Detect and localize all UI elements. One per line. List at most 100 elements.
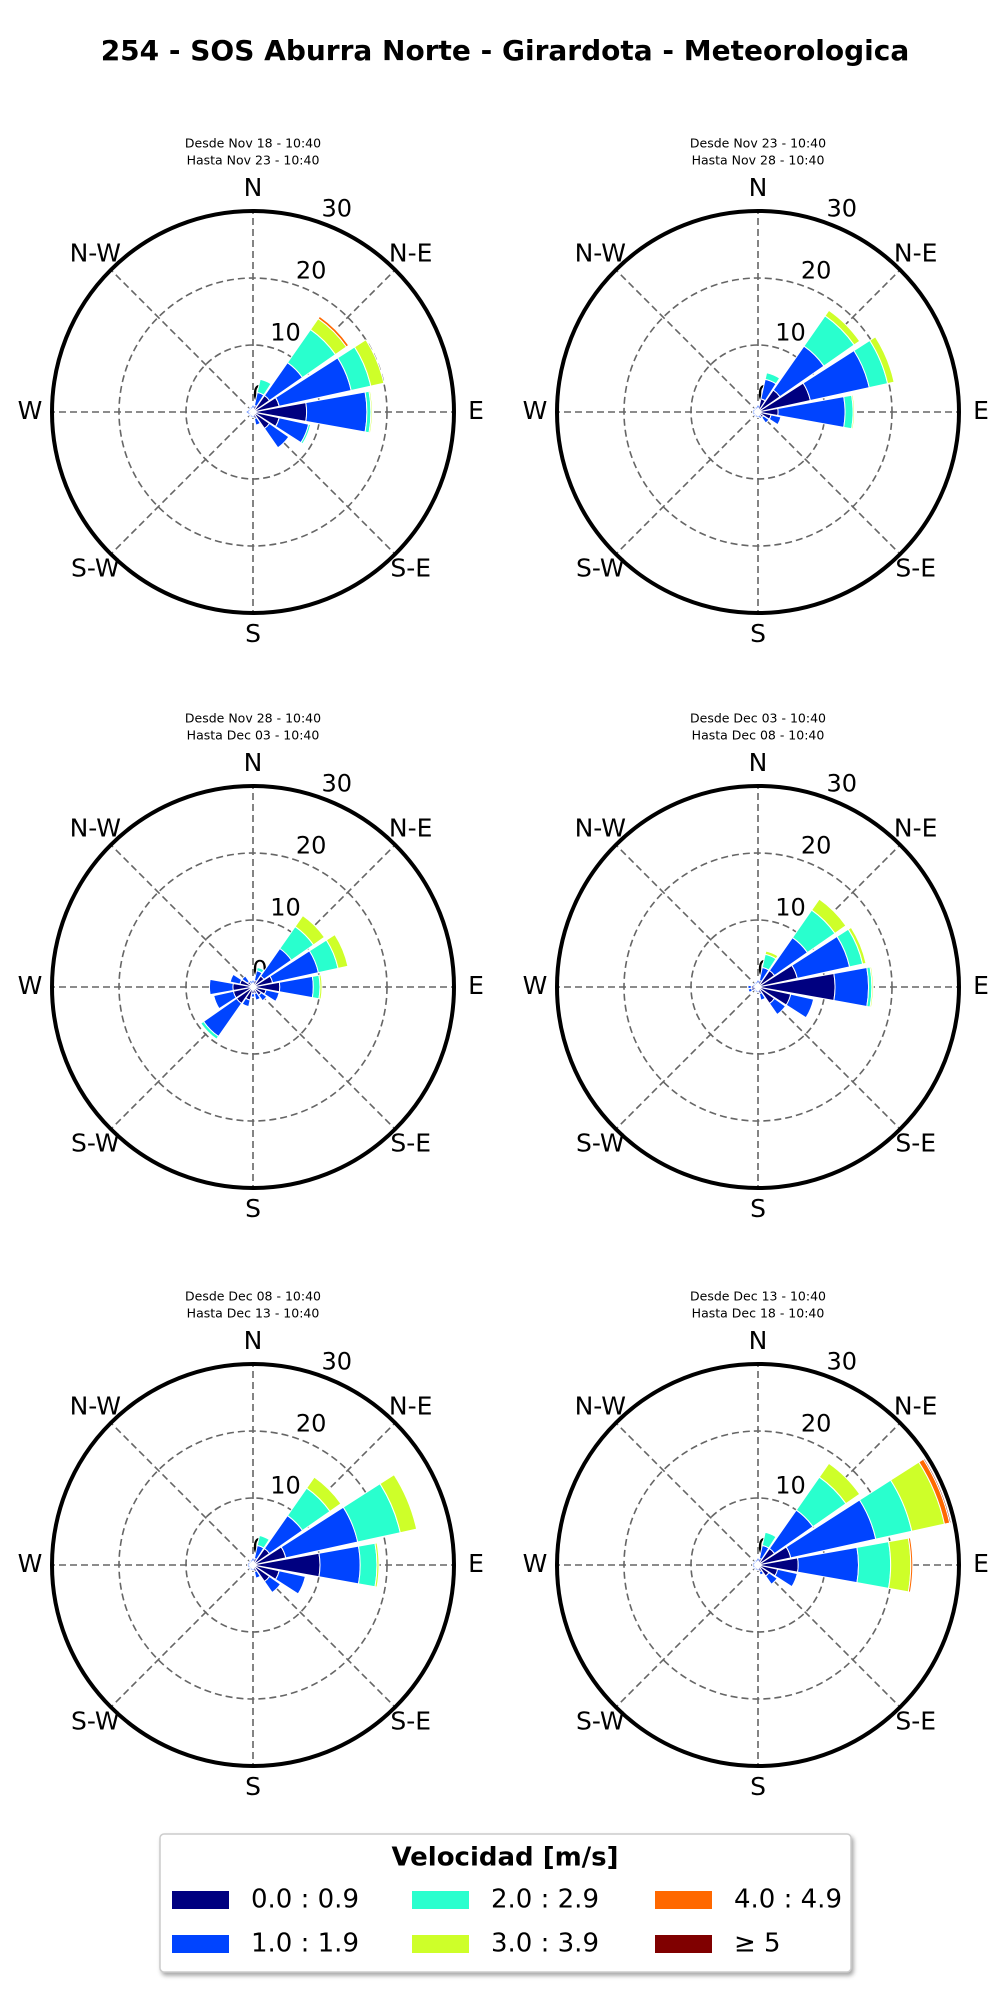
direction-label: N-E: [389, 1391, 433, 1420]
polar-frame: [50, 209, 456, 615]
ring-grid-line: [118, 277, 388, 547]
r-tick-label: 10: [270, 893, 301, 921]
legend-title: Velocidad [m/s]: [391, 1843, 618, 1873]
direction-label: E: [468, 396, 484, 425]
r-tick-label: 10: [775, 1471, 806, 1499]
direction-label: S-W: [71, 1707, 120, 1736]
direction-label: N-E: [389, 813, 433, 842]
subplot-subtitle: Hasta Dec 08 - 10:40: [692, 728, 825, 743]
wind-bar: [317, 315, 350, 348]
wind-bar: [758, 1569, 765, 1576]
subplot-subtitle: Hasta Nov 23 - 10:40: [187, 153, 320, 168]
direction-label: S-W: [576, 1129, 625, 1158]
polar-frame: [50, 1362, 456, 1768]
direction-label: N-E: [894, 813, 938, 842]
radial-grid-line: [615, 269, 759, 413]
wind-bar: [888, 1537, 912, 1593]
wind-bar: [305, 1476, 342, 1513]
wind-bar: [754, 981, 758, 985]
direction-label: N-E: [894, 1391, 938, 1420]
wind-bar: [764, 950, 779, 960]
r-tick-label: 30: [322, 1348, 353, 1376]
direction-label: N-W: [70, 238, 121, 267]
wind-bar: [785, 993, 815, 1019]
legend-label: 3.0 : 3.9: [491, 1929, 599, 1959]
direction-label: W: [18, 971, 43, 1000]
wind-bar: [263, 422, 290, 449]
direction-label: S: [750, 619, 766, 648]
direction-label: E: [468, 971, 484, 1000]
legend-label: 4.0 : 4.9: [734, 1885, 842, 1915]
direction-label: S-W: [576, 1707, 625, 1736]
wind-bar: [758, 991, 766, 1001]
wind-bar: [249, 1559, 253, 1563]
r-tick-label: 30: [322, 770, 353, 798]
direction-label: N-W: [575, 813, 626, 842]
r-tick-label: 30: [322, 195, 353, 223]
radial-grid-line: [110, 1422, 254, 1566]
r-tick-label: 20: [296, 832, 327, 860]
wind-bar: [249, 406, 253, 410]
r-tick-label: 10: [270, 1471, 301, 1499]
wind-bar: [241, 997, 251, 1008]
radial-grid-line: [110, 1564, 254, 1708]
wind-bar: [847, 926, 867, 965]
direction-label: S-E: [895, 1707, 936, 1736]
ring-grid-line: [623, 277, 893, 547]
wind-bar: [357, 1542, 378, 1588]
wind-bar: [300, 423, 312, 445]
direction-label: S-E: [390, 554, 431, 583]
direction-label: N-W: [575, 238, 626, 267]
direction-label: E: [973, 971, 989, 1000]
wind-bar: [843, 394, 854, 430]
subplot-subtitle: Desde Nov 28 - 10:40: [185, 711, 321, 726]
direction-label: N: [749, 173, 768, 202]
wind-bar: [263, 1575, 282, 1594]
wind-bar: [294, 914, 326, 946]
legend-swatch: [655, 1891, 712, 1909]
r-tick-label: 30: [827, 770, 858, 798]
subplot-subtitle: Hasta Dec 18 - 10:40: [692, 1306, 825, 1321]
ring-grid-line: [118, 852, 388, 1122]
radial-grid-line: [757, 411, 901, 555]
direction-label: S: [750, 1772, 766, 1801]
radial-grid-line: [615, 986, 759, 1130]
wind-bar: [253, 1569, 261, 1579]
wind-bar: [311, 974, 321, 1000]
direction-label: E: [973, 396, 989, 425]
wind-bar: [922, 1457, 952, 1524]
subplot-subtitle: Desde Nov 23 - 10:40: [690, 136, 826, 151]
wind-bar: [851, 394, 855, 430]
direction-label: N-E: [389, 238, 433, 267]
wind-bar: [774, 1568, 798, 1588]
wind-bar: [869, 966, 874, 1008]
direction-label: S-W: [576, 554, 625, 583]
wind-bar: [256, 378, 272, 396]
subplot-subtitle: Hasta Dec 03 - 10:40: [187, 728, 320, 743]
wind-bar: [256, 1534, 270, 1549]
wind-bar: [761, 1531, 777, 1549]
r-tick-label: 10: [775, 893, 806, 921]
wind-bar: [200, 1020, 220, 1040]
wind-bar: [318, 1545, 361, 1585]
wind-bar: [810, 898, 847, 935]
r-tick-label: 20: [801, 257, 832, 285]
legend-swatch: [412, 1891, 469, 1909]
wind-bar: [353, 339, 385, 387]
direction-label: N: [244, 173, 263, 202]
r-tick-label: 30: [827, 195, 858, 223]
direction-label: E: [468, 1549, 484, 1578]
wind-bar: [754, 1559, 758, 1563]
subplot-subtitle: Desde Dec 03 - 10:40: [690, 711, 826, 726]
wind-bar: [368, 390, 373, 434]
subplot-subtitle: Desde Nov 18 - 10:40: [185, 136, 321, 151]
radial-grid-line: [615, 844, 759, 988]
subplot-subtitle: Hasta Nov 28 - 10:40: [692, 153, 825, 168]
direction-label: S-W: [71, 1129, 120, 1158]
wind-bar: [208, 978, 234, 996]
wind-bar: [907, 1537, 914, 1593]
legend-label: 2.0 : 2.9: [491, 1885, 599, 1915]
direction-label: N-E: [894, 238, 938, 267]
direction-label: S-E: [390, 1129, 431, 1158]
